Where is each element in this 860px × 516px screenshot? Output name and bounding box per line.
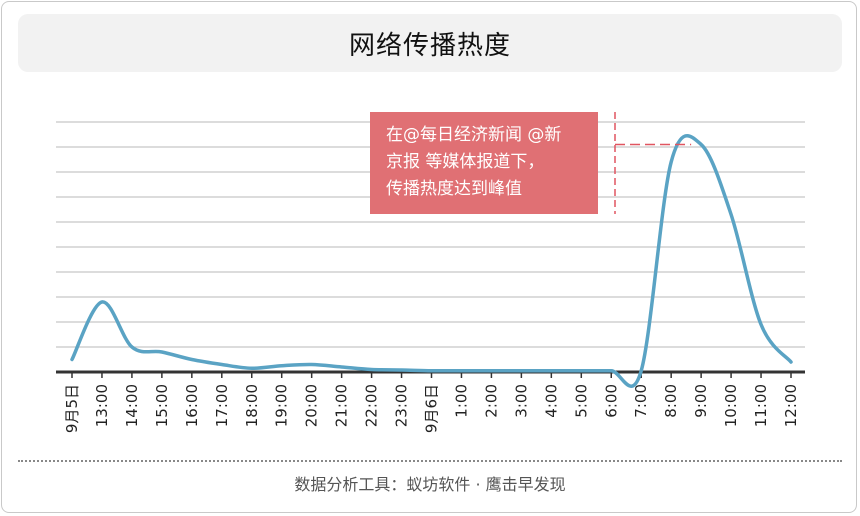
x-tick-label: 3:00 xyxy=(512,384,530,418)
annotation: 在@每日经济新闻 @新京报 等媒体报道下， 传播热度达到峰值 xyxy=(370,112,692,214)
x-tick-label: 10:00 xyxy=(722,384,740,427)
annotation-box xyxy=(370,112,598,214)
x-tick-label: 21:00 xyxy=(333,384,351,427)
x-tick-label: 20:00 xyxy=(303,384,321,427)
annotation-line: 传播热度达到峰值 xyxy=(386,179,522,199)
x-tick-label: 15:00 xyxy=(153,384,171,427)
x-tick-label: 2:00 xyxy=(482,384,500,418)
footer-divider xyxy=(18,460,842,462)
x-tick-label: 18:00 xyxy=(243,384,261,427)
grid-lines xyxy=(56,121,805,348)
x-tick-label: 5:00 xyxy=(572,384,590,418)
title-bar: 网络传播热度 xyxy=(18,14,842,72)
series-line xyxy=(70,134,793,388)
x-axis-labels: 9月5日 13:00 14:00 15:00 16:00 17:00 18:00 19:00 2… xyxy=(63,384,800,433)
x-tick-label: 11:00 xyxy=(752,384,770,427)
chart-title: 网络传播热度 xyxy=(348,30,511,61)
x-tick-label: 9:00 xyxy=(692,384,710,418)
x-tick-label: 6:00 xyxy=(602,384,620,418)
x-tick-label: 8:00 xyxy=(662,384,680,418)
x-tick-label: 12:00 xyxy=(782,384,800,427)
x-tick-label: 9月5日 xyxy=(63,384,81,433)
x-tick-label: 19:00 xyxy=(273,384,291,427)
x-tick-label: 9月6日 xyxy=(423,384,441,433)
annotation-line: 京报 等媒体报道下， xyxy=(386,152,544,172)
footer-text: 数据分析工具：蚁坊软件 · 鹰击早发现 xyxy=(294,475,566,494)
x-tick-label: 23:00 xyxy=(393,384,411,427)
x-tick-label: 14:00 xyxy=(123,384,141,427)
x-tick-label: 22:00 xyxy=(363,384,381,427)
x-tick-label: 16:00 xyxy=(183,384,201,427)
x-tick-label: 17:00 xyxy=(213,384,231,427)
x-tick-label: 1:00 xyxy=(452,384,470,418)
annotation-text: 在@每日经济新闻 @新京报 等媒体报道下， 传播热度达到峰值 xyxy=(386,125,561,199)
x-tick-label: 4:00 xyxy=(542,384,560,418)
x-tick-label: 13:00 xyxy=(93,384,111,427)
annotation-line: 在@每日经济新闻 @新 xyxy=(386,125,561,145)
x-tick-label: 7:00 xyxy=(632,384,650,418)
